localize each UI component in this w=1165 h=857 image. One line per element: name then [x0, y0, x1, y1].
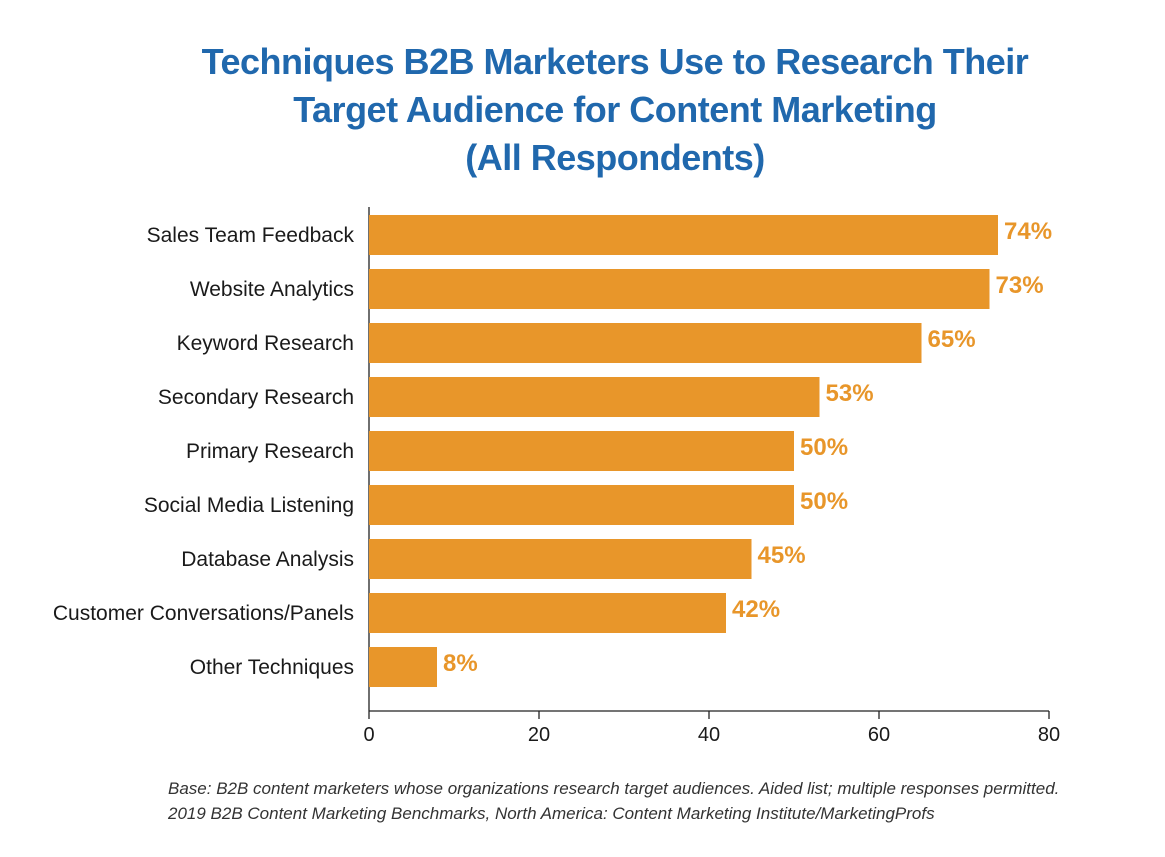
x-tick-label: 20	[528, 724, 550, 746]
value-label: 42%	[732, 596, 780, 623]
category-label: Social Media Listening	[144, 494, 354, 517]
category-label: Other Techniques	[190, 656, 354, 679]
value-label: 73%	[996, 272, 1044, 299]
bar	[369, 593, 726, 633]
x-tick-label: 80	[1038, 724, 1060, 746]
value-label: 8%	[443, 650, 478, 677]
chart-title-line-1: Techniques B2B Marketers Use to Research…	[201, 41, 1029, 82]
bar	[369, 647, 437, 687]
category-label: Secondary Research	[158, 386, 354, 409]
chart-title-line-3: (All Respondents)	[465, 137, 765, 178]
category-label: Keyword Research	[177, 332, 354, 355]
footnote-base: Base: B2B content marketers whose organi…	[168, 779, 1060, 798]
category-label: Website Analytics	[190, 278, 354, 301]
bar	[369, 323, 922, 363]
bar	[369, 269, 990, 309]
value-label: 53%	[826, 380, 874, 407]
bar	[369, 539, 752, 579]
footnote: Base: B2B content marketers whose organi…	[168, 776, 1059, 826]
footnote-source: 2019 B2B Content Marketing Benchmarks, N…	[168, 804, 935, 823]
bar	[369, 215, 998, 255]
value-label: 65%	[928, 326, 976, 353]
bar	[369, 377, 820, 417]
category-label: Primary Research	[186, 440, 354, 463]
bar	[369, 485, 794, 525]
x-tick-label: 60	[868, 724, 890, 746]
category-label: Database Analysis	[181, 548, 354, 571]
value-label: 50%	[800, 488, 848, 515]
value-label: 45%	[758, 542, 806, 569]
value-label: 50%	[800, 434, 848, 461]
category-label: Sales Team Feedback	[147, 224, 355, 247]
x-tick-label: 40	[698, 724, 720, 746]
chart-title-line-2: Target Audience for Content Marketing	[293, 89, 937, 130]
bar	[369, 431, 794, 471]
value-label: 74%	[1004, 218, 1052, 245]
x-tick-label: 0	[363, 724, 374, 746]
chart-title: Techniques B2B Marketers Use to Research…	[0, 38, 1165, 182]
category-label: Customer Conversations/Panels	[53, 602, 354, 625]
